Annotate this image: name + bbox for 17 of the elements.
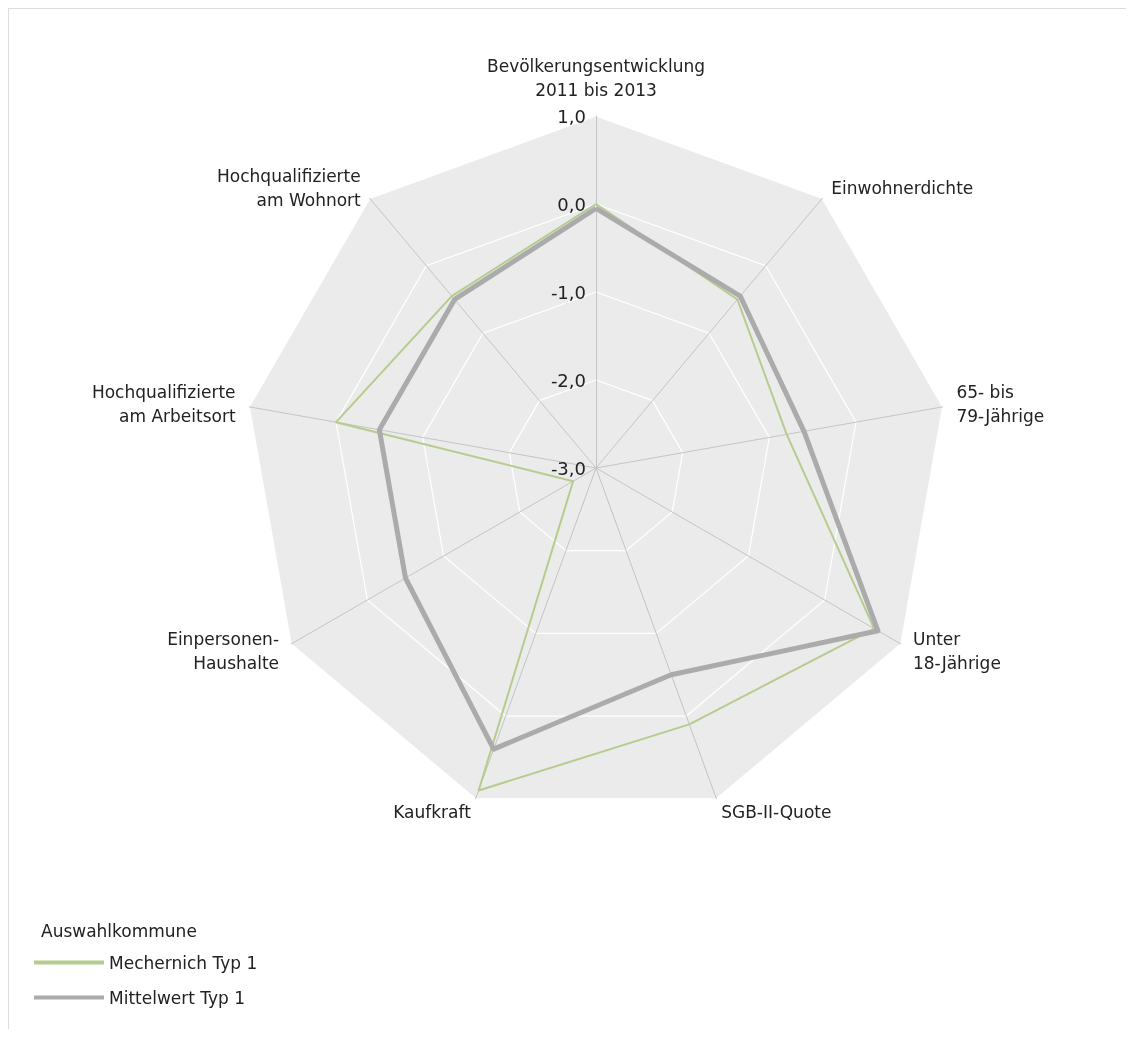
spoke-label: 65- bis 79-Jährige [956, 382, 1045, 427]
legend-label: Mechernich Typ 1 [109, 952, 258, 973]
y-tick-label: 1,0 [557, 105, 586, 127]
spoke-label: Unter 18-Jährige [912, 629, 1001, 673]
spoke-label: Bevölkerungsentwicklung 2011 bis 2013 [487, 56, 705, 100]
y-tick-label: -2,0 [550, 369, 586, 391]
spoke-label: SGB-II-Quote [721, 801, 832, 822]
legend-title: Auswahlkommune [41, 920, 197, 941]
spoke-label: Hochqualifizierte am Arbeitsort [91, 382, 236, 427]
spoke-label: Hochqualifizierte am Wohnort [217, 165, 362, 210]
y-tick-label: -1,0 [550, 281, 586, 303]
spoke-label: Einpersonen- Haushalte [167, 629, 280, 673]
spoke-label: Kaufkraft [393, 801, 472, 822]
y-tick-label: 0,0 [557, 193, 586, 215]
spoke-label: Einwohnerdichte [831, 177, 974, 198]
y-tick-label: -3,0 [550, 457, 586, 479]
legend-label: Mittelwert Typ 1 [109, 987, 246, 1008]
